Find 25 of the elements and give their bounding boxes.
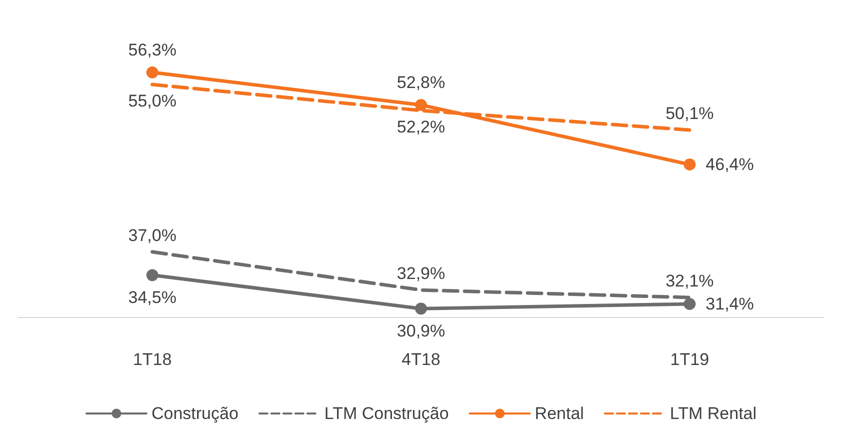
data-label: 32,9% bbox=[396, 264, 446, 284]
legend-label: LTM Construção bbox=[324, 404, 449, 423]
legend-label: Construção bbox=[151, 404, 238, 423]
legend-label: Rental bbox=[534, 404, 584, 423]
point bbox=[415, 98, 427, 111]
x-tick-label: 1T18 bbox=[132, 350, 172, 369]
data-label: 56,3% bbox=[128, 40, 176, 60]
point bbox=[146, 269, 158, 282]
data-label: 55,0% bbox=[128, 92, 176, 110]
legend-label: LTM Rental bbox=[670, 404, 757, 423]
data-label: 50,1% bbox=[666, 104, 714, 124]
data-label: 52,2% bbox=[396, 118, 446, 137]
point bbox=[684, 298, 696, 310]
x-tick-label: 4T18 bbox=[402, 350, 440, 369]
x-tick-label: 1T19 bbox=[670, 350, 710, 369]
data-label: 37,0% bbox=[128, 226, 176, 245]
point bbox=[684, 158, 696, 170]
data-label: 46,4% bbox=[706, 154, 754, 174]
data-label: 31,4% bbox=[706, 294, 754, 314]
point bbox=[146, 66, 158, 78]
data-label: 34,5% bbox=[128, 288, 176, 308]
data-label: 30,9% bbox=[396, 322, 446, 341]
data-label: 32,1% bbox=[666, 271, 714, 290]
point bbox=[415, 302, 427, 315]
data-label: 52,8% bbox=[396, 72, 446, 92]
